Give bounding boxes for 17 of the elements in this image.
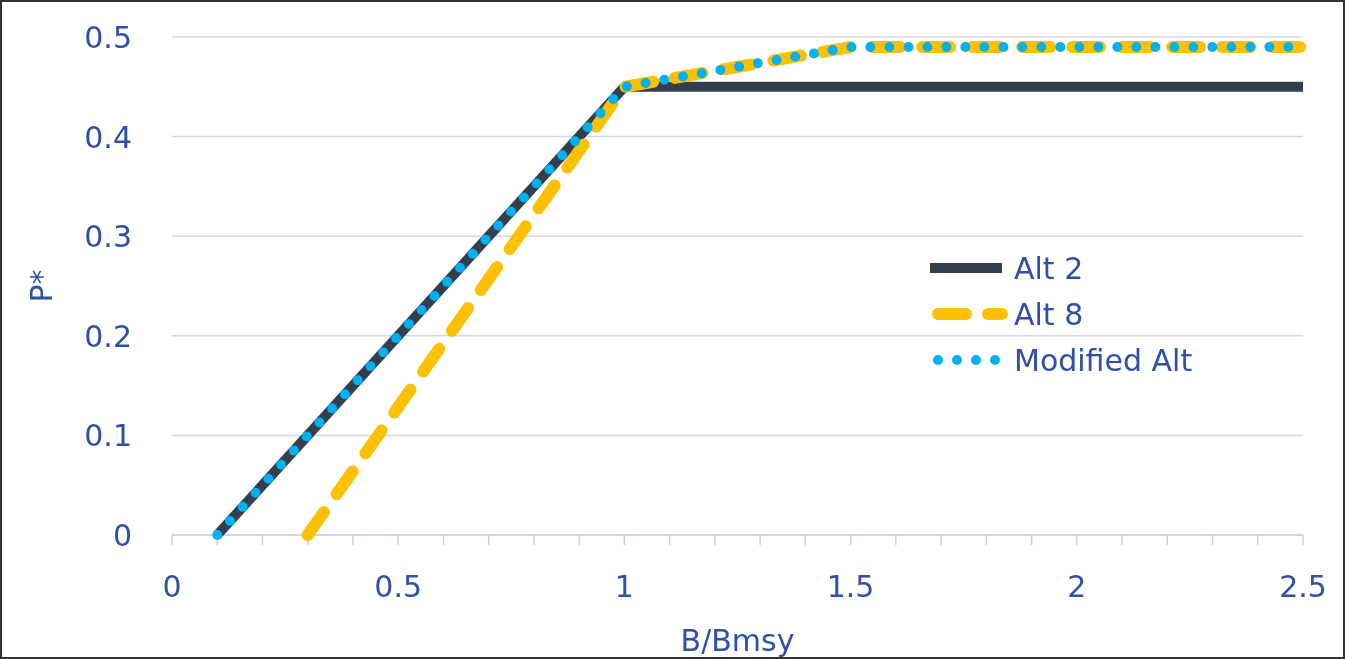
y-tick-label: 0.4: [84, 119, 132, 155]
x-tick-label: 0: [162, 569, 182, 604]
legend-label: Alt 8: [1014, 297, 1084, 332]
x-tick-label: 2.5: [1279, 569, 1327, 604]
y-tick-label: 0.1: [84, 418, 132, 454]
x-tick-label: 2: [1067, 569, 1087, 604]
x-axis-title: B/Bmsy: [680, 623, 795, 658]
legend-label: Modified Alt: [1014, 343, 1193, 378]
x-tick-label: 1.5: [826, 569, 875, 604]
x-tick-label: 1: [614, 569, 634, 604]
y-tick-label: 0.2: [84, 318, 132, 354]
y-tick-label: 0.5: [84, 20, 132, 55]
legend-label: Alt 2: [1014, 251, 1084, 286]
y-tick-label: 0.3: [84, 219, 132, 255]
x-tick-label: 0.5: [374, 569, 423, 604]
y-axis-title: P*: [24, 269, 59, 303]
y-tick-label: 0: [112, 518, 132, 553]
